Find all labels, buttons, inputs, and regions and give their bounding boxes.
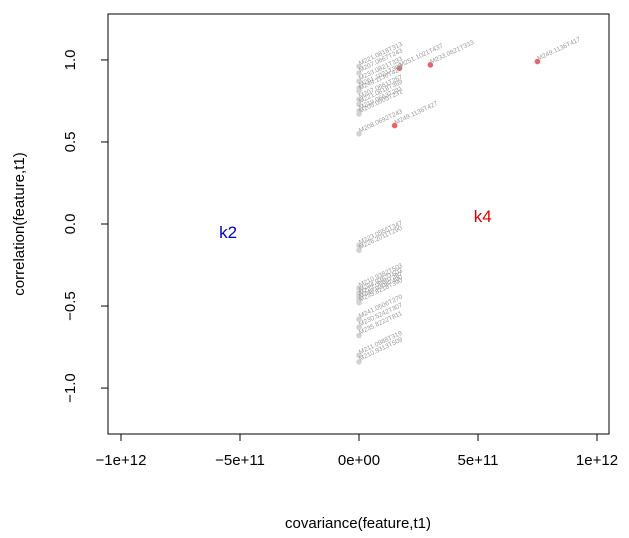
point: [356, 242, 362, 249]
x-tick-label: −5e+11: [215, 452, 265, 469]
point-label: M249.1136T417: [536, 36, 582, 62]
point-labels: M221.0818T313M207.0667T243M233.0821T333M…: [358, 36, 582, 363]
point: [356, 352, 362, 359]
point: [356, 88, 362, 94]
point: [356, 285, 362, 291]
point: [356, 247, 362, 254]
y-tick-label: 0.0: [62, 214, 79, 235]
point: [356, 130, 362, 137]
point: [356, 101, 362, 108]
point: [356, 299, 362, 306]
x-tick-label: 1e+12: [576, 452, 618, 469]
group-label-k2: k2: [219, 223, 237, 242]
x-tick-label: −1e+12: [96, 452, 147, 469]
y-tick-label: −0.5: [62, 291, 79, 321]
group-label-k4: k4: [474, 207, 492, 226]
x-tick-label: 5e+11: [457, 452, 498, 469]
group-labels: k2 k4: [219, 207, 492, 242]
point: [356, 332, 362, 339]
highlight-point: [534, 58, 541, 65]
point: [356, 316, 362, 322]
point: [356, 96, 362, 103]
highlight-point: [396, 65, 403, 71]
y-tick-label: 0.5: [62, 132, 79, 153]
y-tick-label: −1.0: [62, 373, 79, 403]
point: [356, 324, 362, 331]
point: [356, 70, 362, 76]
x-tick-label: 0e+00: [338, 452, 380, 469]
point: [356, 111, 362, 117]
x-axis-title: covariance(feature,t1): [285, 515, 431, 532]
point: [356, 359, 362, 365]
data-points: [356, 58, 541, 365]
highlight-point: [391, 122, 398, 129]
axes: −1e+12 −5e+11 0e+00 5e+11 1e+12 −1.0 −0.5 0.0 0.…: [62, 50, 618, 469]
y-axis-title: correlation(feature,t1): [11, 152, 28, 295]
point: [356, 78, 362, 85]
point: [356, 63, 362, 70]
y-tick-label: 1.0: [62, 50, 79, 71]
highlight-point: [427, 62, 434, 68]
